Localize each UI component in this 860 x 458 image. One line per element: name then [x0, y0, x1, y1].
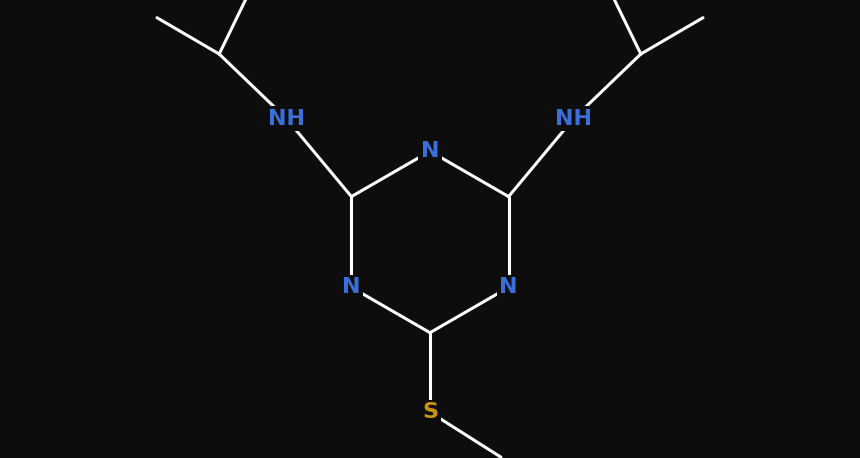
Text: NH: NH	[268, 109, 305, 129]
Text: S: S	[422, 402, 438, 422]
Text: NH: NH	[555, 109, 592, 129]
Text: N: N	[421, 141, 439, 161]
Text: N: N	[500, 278, 518, 297]
Text: N: N	[342, 278, 360, 297]
